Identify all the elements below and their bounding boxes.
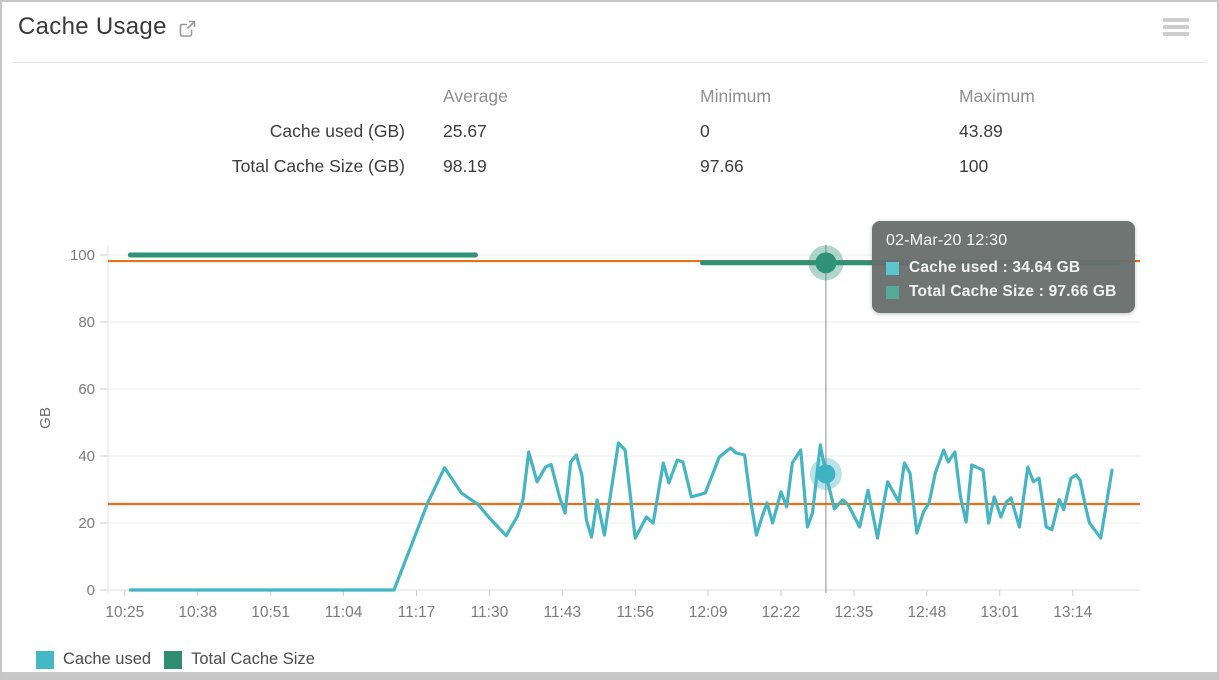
external-link-icon[interactable]	[178, 19, 197, 38]
svg-text:13:01: 13:01	[980, 604, 1019, 621]
stats-value-minimum: 0	[700, 121, 710, 141]
stats-row-label: Cache used (GB)	[269, 121, 405, 141]
svg-text:12:09: 12:09	[689, 604, 728, 621]
svg-text:11:30: 11:30	[471, 604, 509, 621]
svg-text:80: 80	[78, 314, 95, 331]
svg-text:11:17: 11:17	[398, 604, 436, 621]
tooltip-timestamp: 02-Mar-20 12:30	[886, 232, 1008, 249]
chart-legend: Cache used Total Cache Size	[36, 650, 315, 669]
svg-text:12:48: 12:48	[907, 604, 946, 621]
stats-col-maximum: Maximum	[959, 86, 1035, 106]
svg-text:40: 40	[78, 448, 95, 465]
svg-text:10:38: 10:38	[178, 604, 217, 621]
bottom-scrollbar[interactable]	[2, 672, 1217, 679]
svg-text:GB: GB	[37, 407, 54, 429]
stats-row-total-cache-size: Total Cache Size (GB) 98.19 97.66 100	[0, 156, 1219, 191]
legend-item-total-cache-size[interactable]: Total Cache Size	[164, 650, 315, 669]
svg-text:11:04: 11:04	[325, 604, 363, 621]
svg-text:0: 0	[87, 582, 95, 599]
stats-value-average: 98.19	[443, 156, 487, 176]
legend-label: Total Cache Size	[191, 650, 315, 668]
panel-header: Cache Usage	[0, 0, 1219, 63]
stats-table: Average Minimum Maximum Cache used (GB) …	[0, 86, 1219, 191]
stats-value-average: 25.67	[443, 121, 487, 141]
svg-text:11:43: 11:43	[543, 604, 581, 621]
stats-value-minimum: 97.66	[700, 156, 744, 176]
stats-row-cache-used: Cache used (GB) 25.67 0 43.89	[0, 121, 1219, 156]
cache-used-legend-swatch	[36, 650, 54, 669]
tooltip-row-total-cache-size: Total Cache Size : 97.66 GB	[886, 283, 1121, 301]
chart-tooltip: 02-Mar-20 12:30 Cache used : 34.64 GB To…	[872, 221, 1135, 313]
svg-text:12:35: 12:35	[835, 604, 874, 621]
svg-text:13:14: 13:14	[1053, 604, 1092, 621]
svg-text:20: 20	[78, 515, 95, 532]
svg-text:11:56: 11:56	[616, 604, 654, 621]
cache-used-swatch	[886, 261, 899, 275]
stats-col-minimum: Minimum	[700, 86, 771, 106]
header-divider	[13, 62, 1206, 63]
stats-col-average: Average	[443, 86, 508, 106]
page-title: Cache Usage	[18, 13, 167, 40]
stats-header-row: Average Minimum Maximum	[0, 86, 1219, 121]
stats-value-maximum: 100	[959, 156, 989, 176]
stats-value-maximum: 43.89	[959, 121, 1003, 141]
tooltip-row-cache-used: Cache used : 34.64 GB	[886, 259, 1121, 277]
total-cache-size-swatch	[886, 285, 899, 299]
svg-text:10:25: 10:25	[105, 604, 144, 621]
svg-text:100: 100	[70, 247, 95, 264]
svg-text:12:22: 12:22	[762, 604, 801, 621]
hamburger-menu-icon[interactable]	[1163, 18, 1189, 39]
legend-item-cache-used[interactable]: Cache used	[36, 650, 151, 669]
stats-row-label: Total Cache Size (GB)	[231, 156, 405, 176]
legend-label: Cache used	[63, 650, 152, 668]
svg-text:10:51: 10:51	[251, 604, 290, 621]
total-cache-size-legend-swatch	[164, 650, 183, 669]
svg-text:60: 60	[78, 381, 95, 398]
